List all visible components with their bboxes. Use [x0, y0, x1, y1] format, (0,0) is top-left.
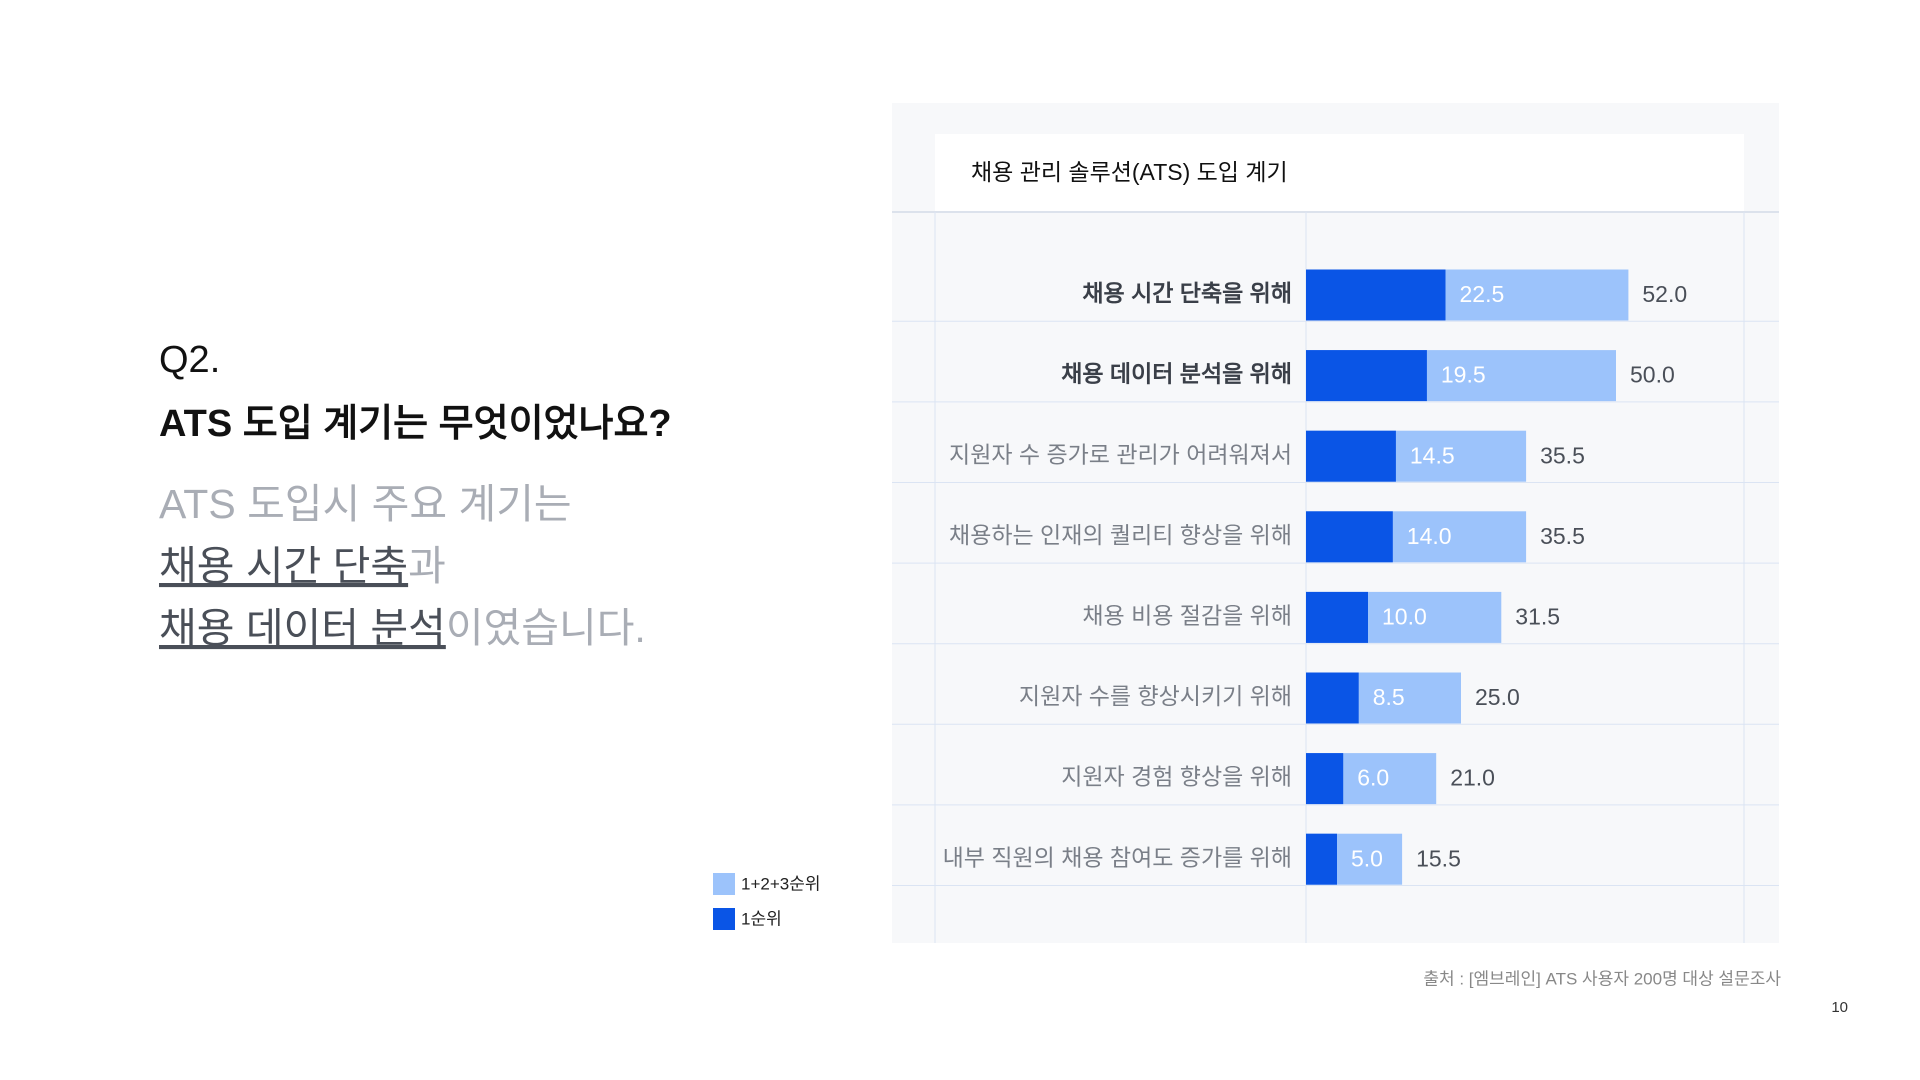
value-label: 15.5: [1416, 845, 1461, 871]
category-label: 채용하는 인재의 퀄리티 향상을 위해: [949, 522, 1292, 548]
question: ATS 도입 계기는 무엇이었나요?: [159, 403, 672, 445]
chart-title-box: [935, 134, 1744, 211]
value-label: 14.5: [1410, 442, 1455, 468]
legend-swatch: [713, 908, 735, 930]
bar: [1306, 511, 1393, 563]
value-label: 19.5: [1441, 362, 1486, 388]
value-label: 14.0: [1407, 523, 1452, 549]
bar: [1306, 672, 1359, 724]
value-label: 10.0: [1382, 603, 1427, 629]
value-label: 35.5: [1540, 442, 1585, 468]
answer-emphasis: 채용 데이터 분석: [159, 605, 446, 651]
answer-line: ATS 도입시 주요 계기는: [159, 481, 572, 527]
answer-text: 이였습니다.: [446, 605, 646, 651]
value-label: 50.0: [1630, 362, 1675, 388]
bar: [1306, 753, 1344, 805]
value-label: 22.5: [1460, 281, 1505, 307]
category-label: 채용 시간 단축을 위해: [1082, 280, 1292, 306]
page-number: 10: [1831, 999, 1848, 1016]
question: Q2.: [159, 339, 220, 381]
bar: [1306, 591, 1368, 643]
bar: [1306, 833, 1337, 885]
value-label: 25.0: [1475, 684, 1520, 710]
value-label: 8.5: [1373, 684, 1405, 710]
chart-title: 채용 관리 솔루션(ATS) 도입 계기: [971, 159, 1288, 185]
answer-line: 채용 시간 단축과: [159, 543, 446, 589]
category-label: 내부 직원의 채용 참여도 증가를 위해: [943, 844, 1292, 870]
value-label: 52.0: [1642, 281, 1687, 307]
category-label: 지원자 수를 향상시키기 위해: [1019, 683, 1292, 709]
category-label: 채용 데이터 분석을 위해: [1061, 361, 1292, 387]
answer-text: ATS 도입시 주요 계기는: [159, 481, 572, 527]
value-label: 21.0: [1450, 765, 1495, 791]
category-label: 지원자 수 증가로 관리가 어려워져서: [949, 441, 1292, 467]
bar: [1306, 430, 1396, 482]
category-label: 채용 비용 절감을 위해: [1082, 602, 1292, 628]
legend-label: 1순위: [741, 909, 782, 928]
bar: [1306, 350, 1427, 402]
value-label: 6.0: [1357, 765, 1389, 791]
legend-label: 1+2+3순위: [741, 874, 821, 893]
bar: [1306, 269, 1446, 321]
category-label: 지원자 경험 향상을 위해: [1061, 764, 1292, 790]
answer-emphasis: 채용 시간 단축: [159, 543, 408, 589]
value-label: 5.0: [1351, 845, 1383, 871]
value-label: 35.5: [1540, 523, 1585, 549]
source: 출처 : [엠브레인] ATS 사용자 200명 대상 설문조사: [1423, 969, 1781, 988]
value-label: 31.5: [1515, 603, 1560, 629]
legend-swatch: [713, 873, 735, 895]
answer-line: 채용 데이터 분석이였습니다.: [159, 605, 646, 651]
answer-text: 과: [408, 543, 446, 589]
